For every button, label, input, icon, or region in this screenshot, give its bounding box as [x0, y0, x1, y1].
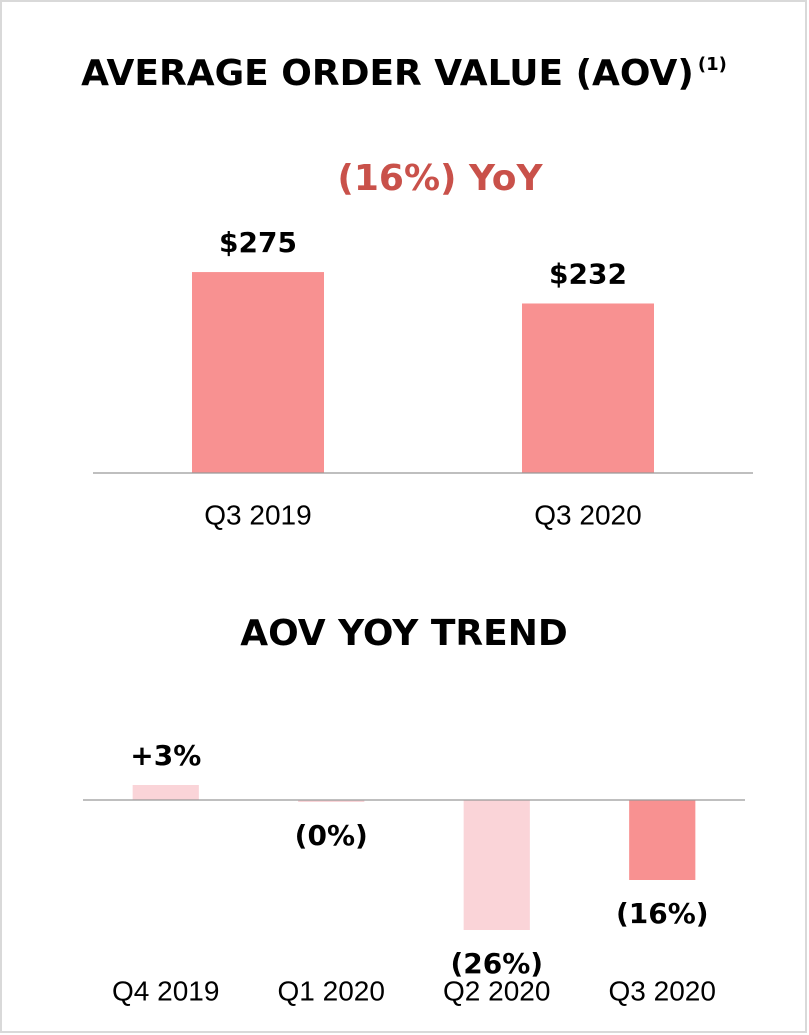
value-label: (26%) — [450, 947, 543, 980]
bar — [132, 785, 199, 800]
x-tick-label: Q4 2019 — [112, 975, 219, 1006]
bar — [629, 800, 696, 880]
x-tick-label: Q2 2020 — [443, 975, 550, 1006]
value-label: +3% — [130, 739, 201, 772]
x-tick-label: Q1 2020 — [278, 975, 385, 1006]
title-note: (1) — [698, 54, 727, 75]
x-tick-label: Q3 2020 — [534, 499, 641, 530]
chart-title: AVERAGE ORDER VALUE (AOV) (1) — [81, 53, 727, 94]
bar — [192, 272, 324, 473]
chart-title-text: AOV YOY TREND — [240, 613, 567, 654]
bar — [463, 800, 530, 930]
chart-title: AOV YOY TREND — [240, 613, 567, 654]
value-label: $275 — [219, 226, 297, 259]
x-tick-label: Q3 2019 — [204, 499, 311, 530]
value-label: (0%) — [295, 819, 368, 852]
x-tick-label: Q3 2020 — [609, 975, 716, 1006]
chart-title-text: AVERAGE ORDER VALUE (AOV) — [81, 53, 694, 94]
value-label: $232 — [549, 257, 627, 290]
value-label: (16%) — [616, 897, 709, 930]
bar — [298, 800, 365, 802]
bar — [522, 303, 654, 473]
annotation: (16%) YoY — [337, 158, 543, 199]
